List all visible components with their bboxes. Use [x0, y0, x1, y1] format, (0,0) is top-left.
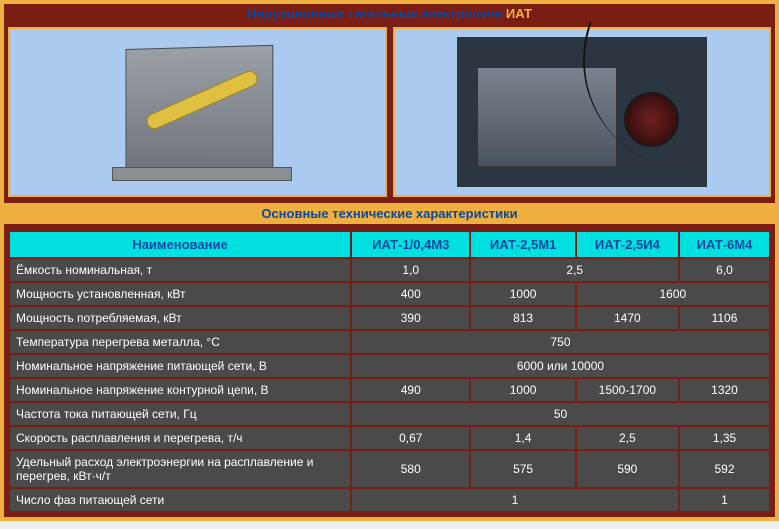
row-value: 813 [471, 307, 574, 329]
table-row: Частота тока питающей сети, Гц50 [10, 403, 769, 425]
title-prefix: Индукционные тигельные электропечи [247, 6, 506, 21]
row-value: 750 [352, 331, 769, 353]
section-subheader: Основные технические характеристики [4, 201, 775, 226]
row-value: 1,0 [352, 259, 469, 281]
col-model-1: ИАТ-2,5М1 [471, 232, 574, 257]
machinery-illustration [457, 37, 707, 187]
specs-table: Наименование ИАТ-1/0,4М3 ИАТ-2,5М1 ИАТ-2… [8, 230, 771, 513]
row-value: 1470 [577, 307, 678, 329]
row-value: 50 [352, 403, 769, 425]
table-row: Мощность потребляемая, кВт39081314701106 [10, 307, 769, 329]
row-label: Частота тока питающей сети, Гц [10, 403, 350, 425]
table-wrap: Наименование ИАТ-1/0,4М3 ИАТ-2,5М1 ИАТ-2… [4, 226, 775, 517]
col-model-2: ИАТ-2,5И4 [577, 232, 678, 257]
row-label: Номинальное напряжение контурной цепи, В [10, 379, 350, 401]
row-label: Скорость расплавления и перегрева, т/ч [10, 427, 350, 449]
table-row: Скорость расплавления и перегрева, т/ч0,… [10, 427, 769, 449]
row-label: Температура перегрева металла, °С [10, 331, 350, 353]
row-label: Номинальное напряжение питающей сети, В [10, 355, 350, 377]
row-label: Ёмкость номинальная, т [10, 259, 350, 281]
row-value: 580 [352, 451, 469, 487]
row-value: 575 [471, 451, 574, 487]
table-header-row: Наименование ИАТ-1/0,4М3 ИАТ-2,5М1 ИАТ-2… [10, 232, 769, 257]
table-row: Температура перегрева металла, °С750 [10, 331, 769, 353]
row-value: 390 [352, 307, 469, 329]
row-value: 2,5 [577, 427, 678, 449]
row-label: Число фаз питающей сети [10, 489, 350, 511]
row-value: 2,5 [471, 259, 678, 281]
page-frame: Индукционные тигельные электропечи ИАТ О… [0, 0, 779, 521]
row-value: 1,35 [680, 427, 769, 449]
row-value: 490 [352, 379, 469, 401]
row-value: 1320 [680, 379, 769, 401]
title-accent: ИАТ [506, 6, 532, 21]
product-image-left [8, 27, 387, 197]
row-value: 1500-1700 [577, 379, 678, 401]
product-image-right [393, 27, 772, 197]
table-row: Удельный расход электроэнергии на распла… [10, 451, 769, 487]
row-label: Мощность потребляемая, кВт [10, 307, 350, 329]
row-value: 6,0 [680, 259, 769, 281]
page-title: Индукционные тигельные электропечи ИАТ [4, 4, 775, 23]
furnace-illustration [82, 37, 312, 187]
row-value: 1 [680, 489, 769, 511]
row-value: 590 [577, 451, 678, 487]
row-value: 0,67 [352, 427, 469, 449]
row-value: 1000 [471, 379, 574, 401]
row-value: 1,4 [471, 427, 574, 449]
table-row: Номинальное напряжение контурной цепи, В… [10, 379, 769, 401]
row-value: 1106 [680, 307, 769, 329]
row-value: 6000 или 10000 [352, 355, 769, 377]
col-model-3: ИАТ-6М4 [680, 232, 769, 257]
col-name-header: Наименование [10, 232, 350, 257]
row-value: 1000 [471, 283, 574, 305]
table-row: Мощность установленная, кВт40010001600 [10, 283, 769, 305]
row-value: 400 [352, 283, 469, 305]
row-value: 592 [680, 451, 769, 487]
row-label: Мощность установленная, кВт [10, 283, 350, 305]
row-label: Удельный расход электроэнергии на распла… [10, 451, 350, 487]
table-row: Число фаз питающей сети11 [10, 489, 769, 511]
table-row: Ёмкость номинальная, т1,02,56,0 [10, 259, 769, 281]
col-model-0: ИАТ-1/0,4М3 [352, 232, 469, 257]
table-row: Номинальное напряжение питающей сети, В6… [10, 355, 769, 377]
row-value: 1 [352, 489, 678, 511]
row-value: 1600 [577, 283, 769, 305]
images-row [4, 23, 775, 201]
